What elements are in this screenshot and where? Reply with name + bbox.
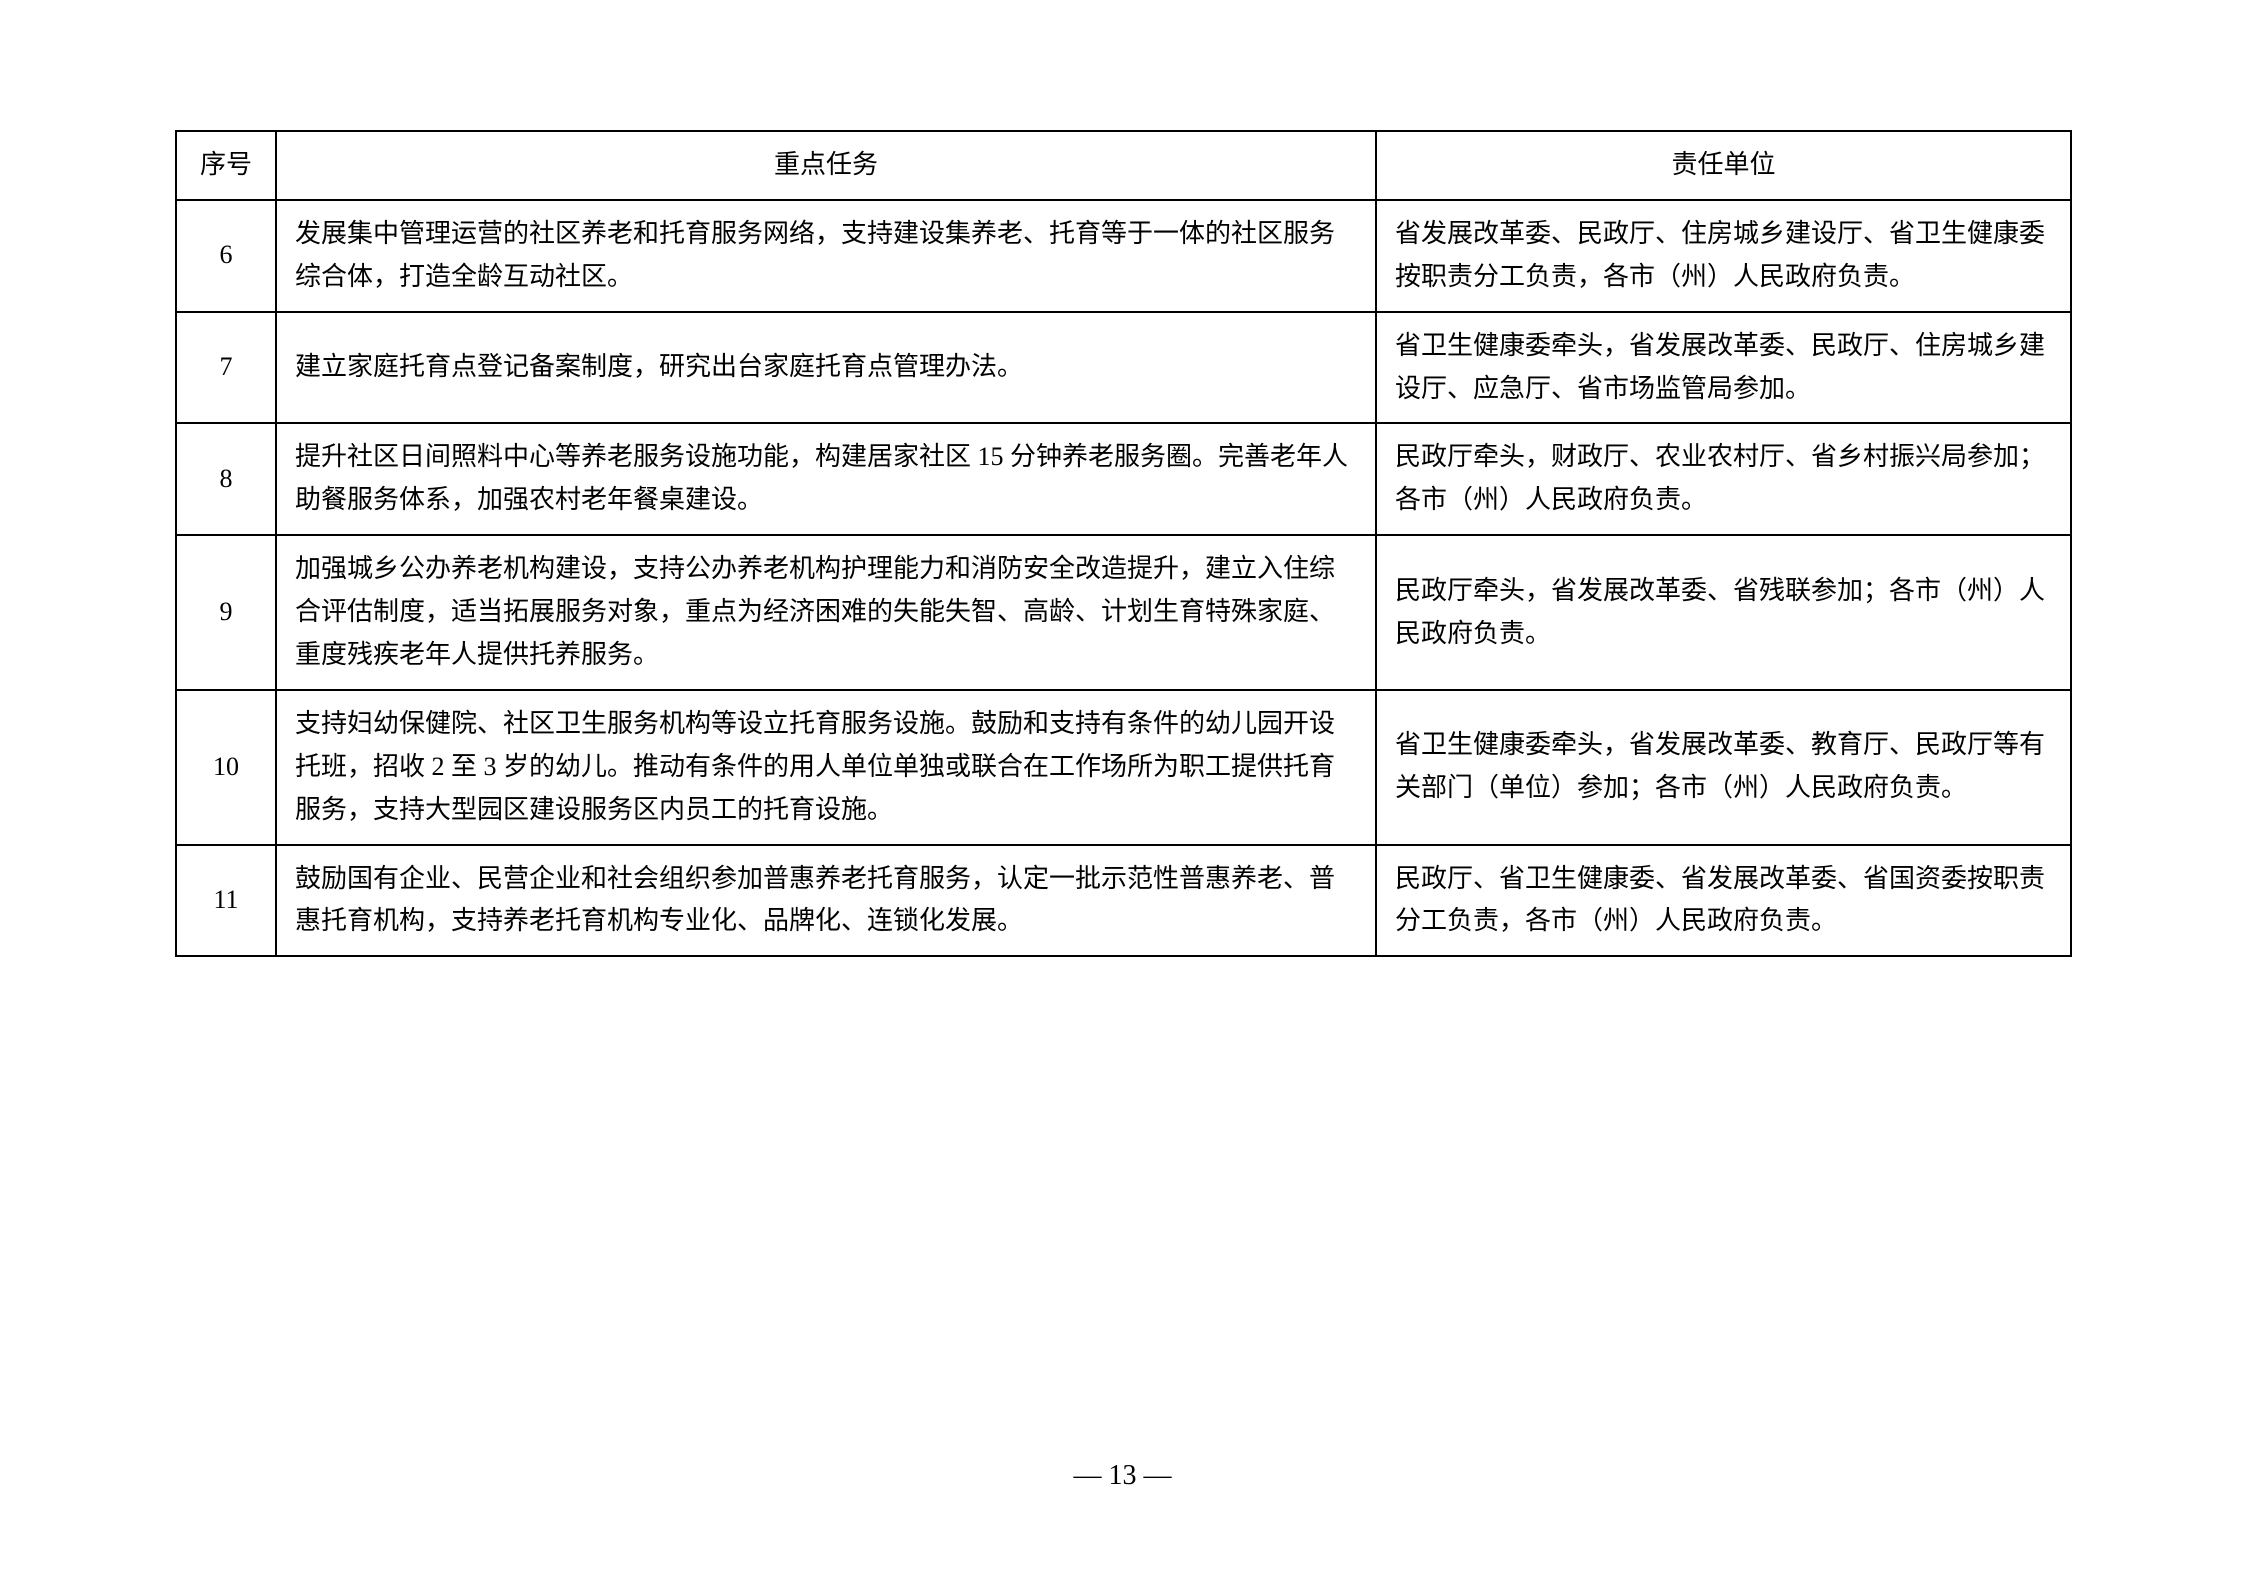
cell-num: 8 bbox=[176, 423, 276, 535]
task-table: 序号 重点任务 责任单位 6 发展集中管理运营的社区养老和托育服务网络，支持建设… bbox=[175, 130, 2072, 957]
header-unit: 责任单位 bbox=[1376, 131, 2071, 200]
cell-num: 7 bbox=[176, 312, 276, 424]
table-row: 10 支持妇幼保健院、社区卫生服务机构等设立托育服务设施。鼓励和支持有条件的幼儿… bbox=[176, 690, 2071, 845]
table-row: 6 发展集中管理运营的社区养老和托育服务网络，支持建设集养老、托育等于一体的社区… bbox=[176, 200, 2071, 312]
table-header-row: 序号 重点任务 责任单位 bbox=[176, 131, 2071, 200]
cell-num: 10 bbox=[176, 690, 276, 845]
table-row: 11 鼓励国有企业、民营企业和社会组织参加普惠养老托育服务，认定一批示范性普惠养… bbox=[176, 845, 2071, 957]
page-container: 序号 重点任务 责任单位 6 发展集中管理运营的社区养老和托育服务网络，支持建设… bbox=[0, 0, 2245, 957]
cell-task: 加强城乡公办养老机构建设，支持公办养老机构护理能力和消防安全改造提升，建立入住综… bbox=[276, 535, 1376, 690]
cell-num: 11 bbox=[176, 845, 276, 957]
cell-num: 6 bbox=[176, 200, 276, 312]
cell-num: 9 bbox=[176, 535, 276, 690]
table-row: 9 加强城乡公办养老机构建设，支持公办养老机构护理能力和消防安全改造提升，建立入… bbox=[176, 535, 2071, 690]
cell-unit: 民政厅牵头，省发展改革委、省残联参加；各市（州）人民政府负责。 bbox=[1376, 535, 2071, 690]
cell-task: 建立家庭托育点登记备案制度，研究出台家庭托育点管理办法。 bbox=[276, 312, 1376, 424]
header-num: 序号 bbox=[176, 131, 276, 200]
table-row: 8 提升社区日间照料中心等养老服务设施功能，构建居家社区 15 分钟养老服务圈。… bbox=[176, 423, 2071, 535]
table-row: 7 建立家庭托育点登记备案制度，研究出台家庭托育点管理办法。 省卫生健康委牵头，… bbox=[176, 312, 2071, 424]
header-task: 重点任务 bbox=[276, 131, 1376, 200]
page-number: — 13 — bbox=[0, 1460, 2245, 1492]
cell-task: 鼓励国有企业、民营企业和社会组织参加普惠养老托育服务，认定一批示范性普惠养老、普… bbox=[276, 845, 1376, 957]
cell-task: 提升社区日间照料中心等养老服务设施功能，构建居家社区 15 分钟养老服务圈。完善… bbox=[276, 423, 1376, 535]
cell-task: 支持妇幼保健院、社区卫生服务机构等设立托育服务设施。鼓励和支持有条件的幼儿园开设… bbox=[276, 690, 1376, 845]
cell-task: 发展集中管理运营的社区养老和托育服务网络，支持建设集养老、托育等于一体的社区服务… bbox=[276, 200, 1376, 312]
cell-unit: 民政厅牵头，财政厅、农业农村厅、省乡村振兴局参加；各市（州）人民政府负责。 bbox=[1376, 423, 2071, 535]
cell-unit: 省发展改革委、民政厅、住房城乡建设厅、省卫生健康委按职责分工负责，各市（州）人民… bbox=[1376, 200, 2071, 312]
cell-unit: 省卫生健康委牵头，省发展改革委、民政厅、住房城乡建设厅、应急厅、省市场监管局参加… bbox=[1376, 312, 2071, 424]
cell-unit: 省卫生健康委牵头，省发展改革委、教育厅、民政厅等有关部门（单位）参加；各市（州）… bbox=[1376, 690, 2071, 845]
cell-unit: 民政厅、省卫生健康委、省发展改革委、省国资委按职责分工负责，各市（州）人民政府负… bbox=[1376, 845, 2071, 957]
